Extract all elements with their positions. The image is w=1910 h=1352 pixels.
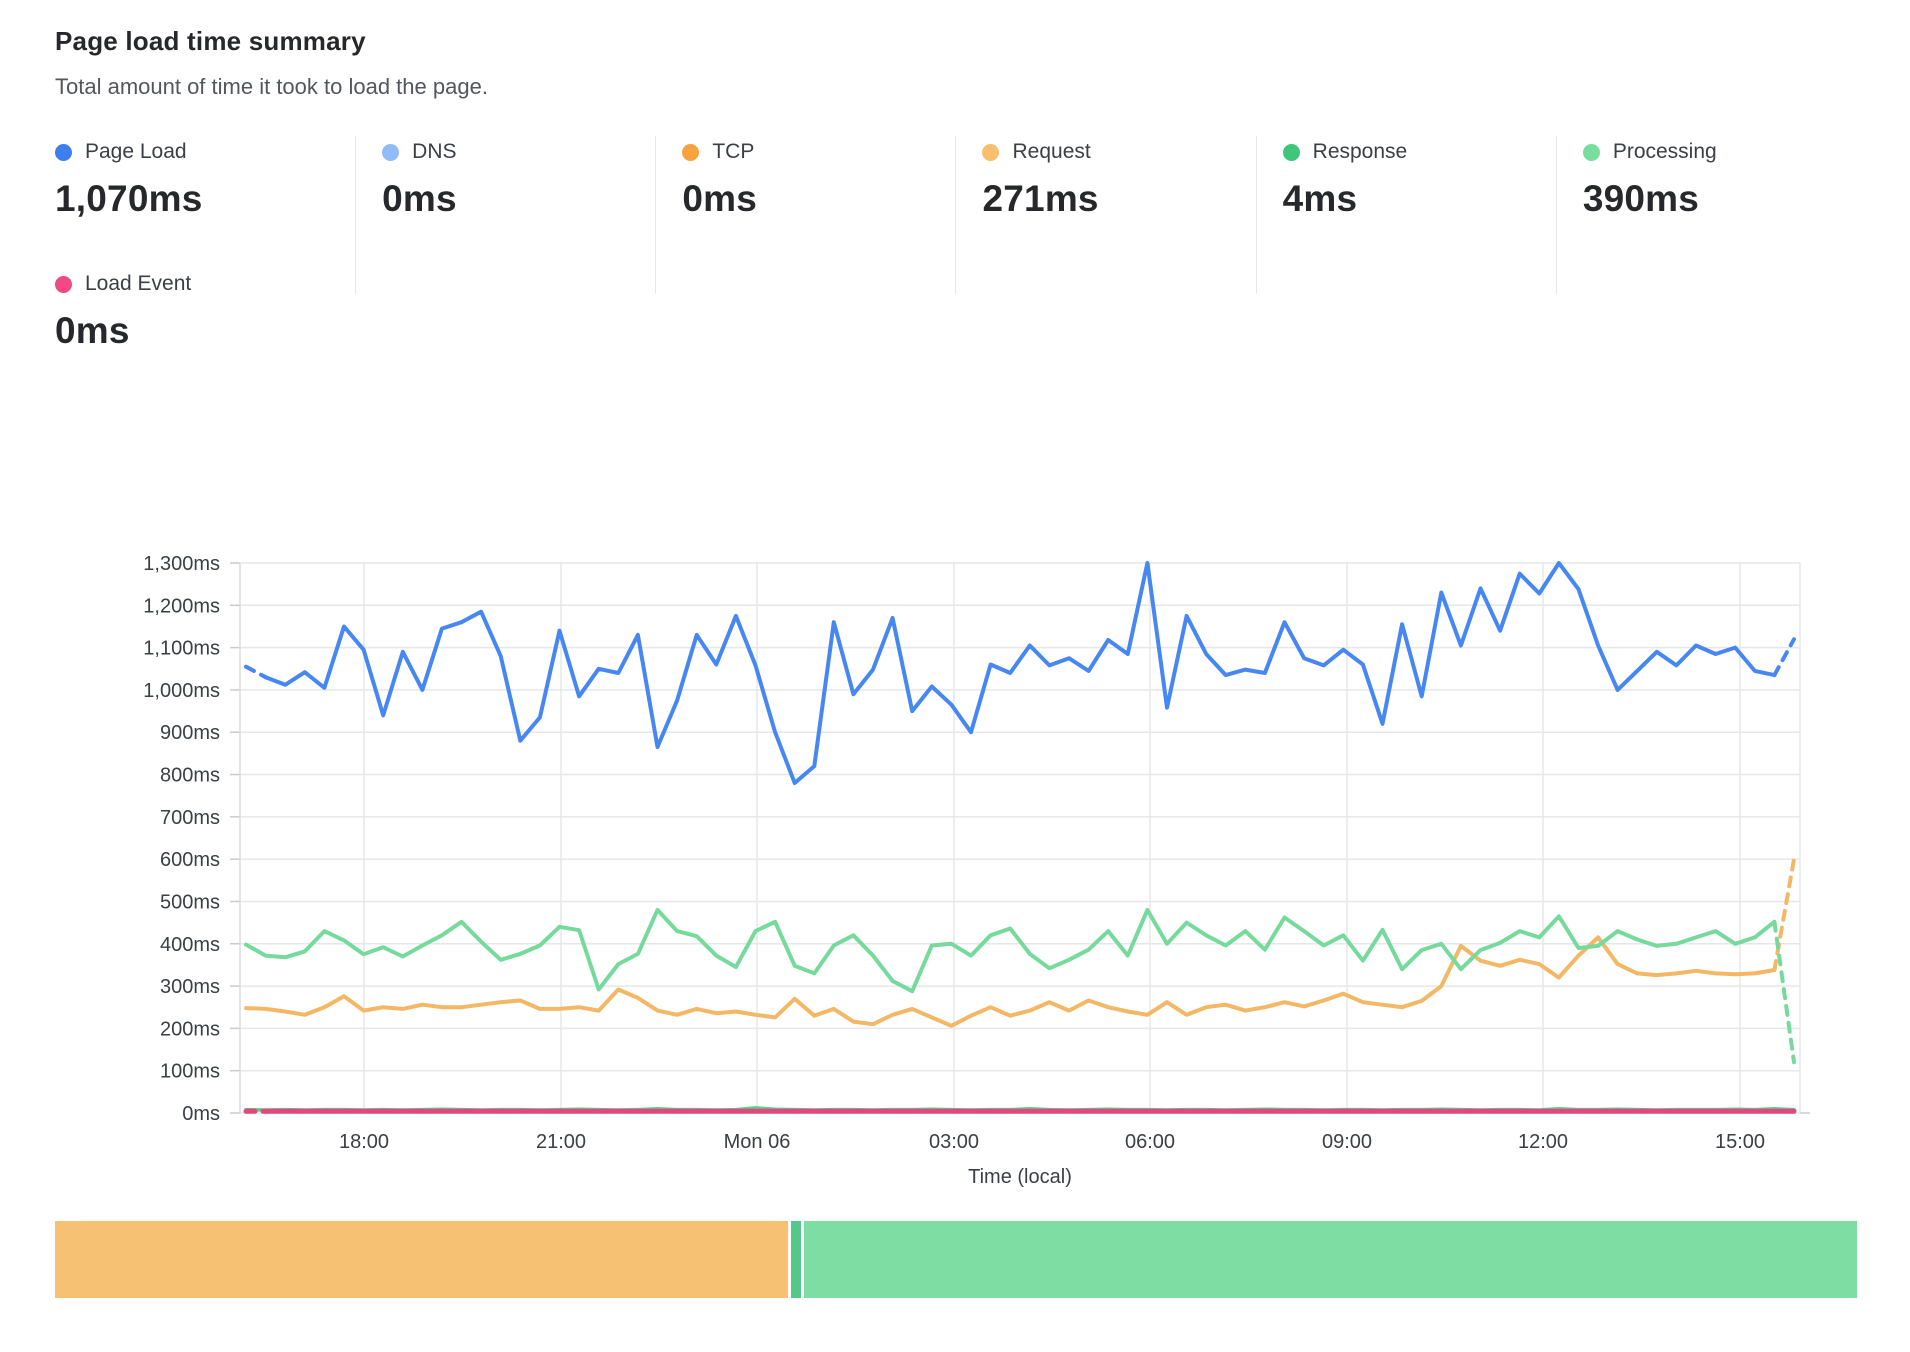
metric-tile-response[interactable]: Response 4ms: [1255, 136, 1556, 294]
breakdown-segment-response: [791, 1221, 801, 1298]
svg-text:500ms: 500ms: [160, 891, 220, 913]
svg-text:200ms: 200ms: [160, 1018, 220, 1040]
metric-label: Page Load: [85, 140, 187, 163]
series-page-load-dashed: [1772, 637, 1796, 678]
metric-header: TCP: [682, 140, 955, 164]
svg-text:09:00: 09:00: [1322, 1131, 1372, 1153]
metric-tile-processing[interactable]: Processing 390ms: [1555, 136, 1856, 294]
metric-tile-tcp[interactable]: TCP 0ms: [655, 136, 955, 294]
metric-header: Processing: [1582, 140, 1856, 164]
metric-tile-page-load[interactable]: Page Load 1,070ms: [55, 136, 355, 294]
tcp-dot-icon: [682, 143, 700, 161]
metric-header: DNS: [382, 140, 655, 164]
metric-label: Processing: [1612, 140, 1717, 163]
metric-label: Load Event: [85, 272, 192, 295]
metric-label: Request: [1012, 140, 1091, 163]
dns-dot-icon: [382, 143, 400, 161]
page-title: Page load time summary: [55, 26, 366, 56]
metric-value: 0ms: [55, 310, 130, 351]
x-axis-title: Time (local): [968, 1166, 1072, 1188]
metric-header: Page Load: [55, 140, 355, 164]
series-processing: [244, 907, 1777, 994]
svg-text:100ms: 100ms: [160, 1061, 220, 1083]
metric-value: 390ms: [1582, 178, 1700, 219]
page-load-time-chart[interactable]: 0ms 100ms 200ms 300ms 400ms 500ms 600ms 700ms 80…: [0, 530, 1910, 1230]
svg-text:800ms: 800ms: [160, 765, 220, 787]
svg-text:06:00: 06:00: [1125, 1131, 1175, 1153]
metric-value: 1,070ms: [55, 178, 203, 219]
svg-text:15:00: 15:00: [1715, 1131, 1765, 1153]
request-dot-icon: [982, 143, 1000, 161]
chart-svg: 0ms 100ms 200ms 300ms 400ms 500ms 600ms 700ms 80…: [143, 553, 1810, 1188]
timing-breakdown-bar[interactable]: [55, 1221, 1857, 1298]
load-event-dot-icon: [55, 275, 72, 293]
metric-label: Response: [1312, 140, 1408, 163]
series-page-load: [263, 561, 1777, 785]
page-subtitle: Total amount of time it took to load the…: [55, 74, 488, 99]
svg-text:900ms: 900ms: [160, 722, 220, 744]
svg-text:1,200ms: 1,200ms: [143, 595, 220, 617]
svg-text:12:00: 12:00: [1518, 1131, 1568, 1153]
svg-text:700ms: 700ms: [160, 807, 220, 829]
metric-header: Load Event: [55, 272, 191, 296]
metric-value: 4ms: [1282, 178, 1358, 219]
metrics-legend-row: Page Load 1,070ms DNS 0ms TCP 0ms Reques…: [55, 136, 1856, 294]
svg-text:400ms: 400ms: [160, 934, 220, 956]
metric-value: 271ms: [982, 178, 1099, 219]
metric-value: 0ms: [682, 178, 757, 219]
metric-tile-load-event[interactable]: Load Event 0ms: [55, 272, 191, 352]
svg-text:Mon 06: Mon 06: [724, 1131, 791, 1153]
svg-text:1,000ms: 1,000ms: [143, 680, 220, 702]
page-load-dot-icon: [55, 143, 72, 161]
breakdown-segment-request: [55, 1221, 788, 1298]
metric-header: Response: [1282, 140, 1556, 164]
metric-tile-dns[interactable]: DNS 0ms: [355, 136, 655, 294]
breakdown-segment-processing: [803, 1221, 1857, 1298]
metric-label: DNS: [412, 140, 457, 163]
metric-value: 0ms: [382, 178, 457, 219]
svg-text:18:00: 18:00: [339, 1131, 389, 1153]
series-page-load-dashed: [244, 664, 268, 680]
series-request: [244, 935, 1777, 1028]
metric-header: Request: [982, 140, 1255, 164]
series-processing-dashed: [1772, 919, 1796, 1065]
processing-dot-icon: [1582, 143, 1600, 161]
svg-text:1,100ms: 1,100ms: [143, 638, 220, 660]
series-request-dashed: [1772, 857, 1796, 972]
metric-label: TCP: [712, 140, 755, 163]
svg-text:1,300ms: 1,300ms: [143, 553, 220, 575]
svg-text:300ms: 300ms: [160, 976, 220, 998]
svg-text:600ms: 600ms: [160, 849, 220, 871]
response-dot-icon: [1282, 143, 1300, 161]
svg-text:21:00: 21:00: [536, 1131, 586, 1153]
metric-tile-request[interactable]: Request 271ms: [955, 136, 1255, 294]
svg-text:0ms: 0ms: [182, 1103, 220, 1125]
svg-text:03:00: 03:00: [929, 1131, 979, 1153]
